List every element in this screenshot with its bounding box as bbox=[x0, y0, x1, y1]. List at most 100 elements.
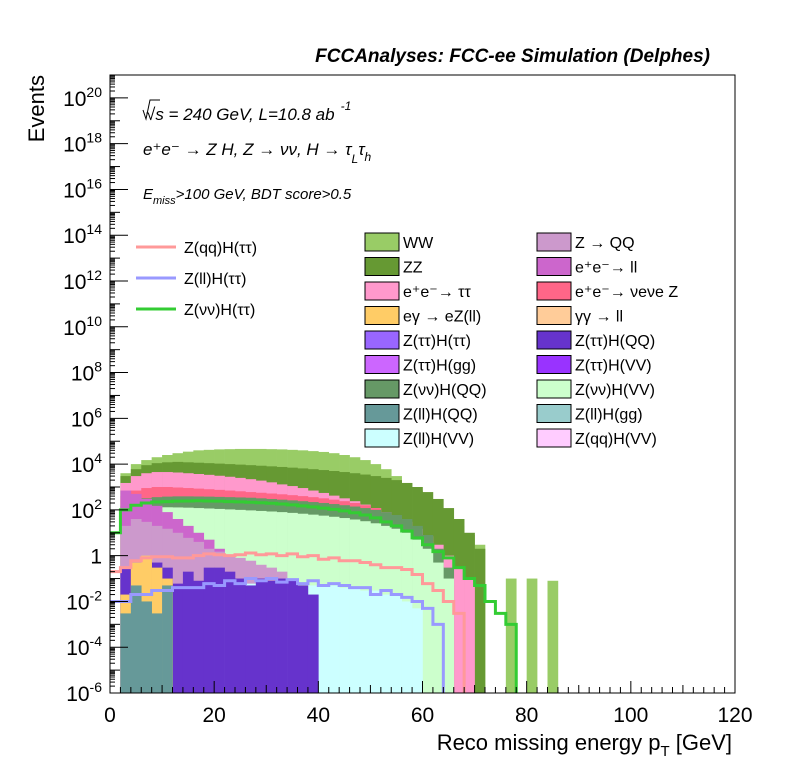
legend-swatch bbox=[364, 330, 400, 350]
energy-label: √s = 240 GeV, L=10.8 ab -1 bbox=[146, 99, 351, 124]
y-tick-label: 1020 bbox=[63, 84, 102, 111]
legend-entry-e-e-e-e-z: e⁺e⁻→ νeνe Z bbox=[536, 281, 678, 301]
legend-swatch bbox=[536, 330, 572, 350]
legend-entry-z-h-vv: Z(νν)H(VV) bbox=[536, 379, 655, 399]
signal-line-z-h bbox=[110, 499, 518, 693]
bar bbox=[130, 585, 142, 693]
legend-label: Z(νν)H(QQ) bbox=[403, 382, 487, 399]
bar bbox=[162, 585, 173, 693]
legend-label: Z(ττ)H(VV) bbox=[575, 358, 652, 375]
signal-line-layer bbox=[110, 499, 518, 693]
y-tick-label: 108 bbox=[71, 359, 102, 386]
bar bbox=[318, 585, 330, 693]
x-tick-label: 120 bbox=[717, 704, 752, 727]
y-tick-label: 1010 bbox=[63, 313, 102, 340]
bar bbox=[235, 578, 246, 693]
axis-layer: 0 20 40 60 80 100 120 10-6 10-4 10-2 1 102 104 106 108… bbox=[24, 75, 753, 760]
legend-swatch bbox=[364, 232, 400, 252]
bar bbox=[214, 567, 225, 693]
bar bbox=[182, 571, 194, 693]
x-tick-label: 100 bbox=[613, 704, 648, 727]
legend-swatch bbox=[364, 428, 400, 448]
bar bbox=[547, 580, 559, 693]
y-tick-label: 10-6 bbox=[66, 679, 102, 706]
y-tick-label: 1012 bbox=[63, 267, 102, 294]
legend-entry-z-ll-h-gg: Z(ll)H(gg) bbox=[536, 404, 643, 424]
legend-entry-z-h: Z(ττ)H(ττ) bbox=[364, 330, 471, 350]
legend: Z(qq)H(ττ) Z(ll)H(ττ) Z(νν)H(ττ) WW ZZ e⁺e⁻→ … bbox=[136, 232, 678, 448]
legend-entry-zz: ZZ bbox=[364, 257, 423, 277]
bar bbox=[120, 613, 132, 693]
bar bbox=[505, 578, 517, 693]
bar bbox=[276, 578, 288, 693]
bar bbox=[453, 567, 465, 693]
legend-label: γγ → ll bbox=[575, 309, 623, 326]
energy-annotation: √s = 240 GeV, L=10.8 ab -1 bbox=[142, 99, 351, 124]
energy-exponent: -1 bbox=[341, 99, 352, 113]
histogram-layer bbox=[120, 448, 559, 693]
legend-entry-z-qq: Z → QQ bbox=[536, 232, 635, 252]
bar bbox=[391, 594, 402, 693]
bar bbox=[328, 585, 340, 693]
bar bbox=[203, 567, 215, 693]
y-tick-label: 1016 bbox=[63, 175, 102, 202]
bar bbox=[266, 580, 277, 693]
y-tick-label: 1018 bbox=[63, 130, 102, 157]
bar bbox=[443, 578, 455, 693]
legend-label: Z(qq)H(ττ) bbox=[184, 240, 257, 257]
process-sub-2: h bbox=[365, 150, 372, 164]
legend-swatch bbox=[364, 281, 400, 301]
legend-signal-z-qq-h: Z(qq)H(ττ) bbox=[136, 240, 257, 257]
bar bbox=[412, 608, 423, 693]
x-tick-label: 60 bbox=[411, 704, 434, 727]
bar bbox=[255, 578, 267, 693]
y-tick-label: 106 bbox=[71, 404, 102, 431]
y-tick-label: 10-2 bbox=[66, 587, 102, 614]
bar bbox=[245, 585, 257, 693]
legend-entry-e-e: e⁺e⁻→ ττ bbox=[364, 281, 471, 301]
x-tick-label: 20 bbox=[202, 704, 225, 727]
legend-entry-ll: γγ → ll bbox=[536, 306, 623, 326]
legend-label: e⁺e⁻→ ττ bbox=[403, 284, 471, 301]
bar bbox=[349, 587, 361, 693]
legend-label: Z(ττ)H(gg) bbox=[403, 358, 476, 375]
cut-rest: >100 GeV, BDT score>0.5 bbox=[176, 186, 352, 203]
bar bbox=[526, 578, 538, 693]
legend-swatch bbox=[364, 257, 400, 276]
bar bbox=[297, 585, 309, 693]
legend-swatch bbox=[536, 355, 572, 374]
legend-swatch bbox=[536, 404, 572, 423]
bar bbox=[422, 548, 434, 693]
legend-label: Z(νν)H(VV) bbox=[575, 382, 655, 399]
x-tick-label: 40 bbox=[307, 704, 330, 727]
bar bbox=[339, 587, 350, 693]
bar bbox=[193, 580, 205, 693]
legend-entry-z-h-vv: Z(ττ)H(VV) bbox=[536, 355, 652, 375]
legend-entry-z-ll-h-vv: Z(ll)H(VV) bbox=[364, 428, 474, 448]
cut-e: E bbox=[143, 186, 154, 203]
y-tick-label: 10-4 bbox=[66, 633, 102, 660]
bar bbox=[380, 594, 392, 693]
legend-swatch bbox=[536, 379, 572, 399]
process-sub-1: L bbox=[352, 152, 359, 166]
bar bbox=[141, 601, 152, 693]
signal-line-z-ll-h bbox=[110, 577, 445, 693]
legend-entry-z-h-qq: Z(νν)H(QQ) bbox=[364, 379, 487, 399]
legend-entry-e-e-ll: e⁺e⁻→ ll bbox=[536, 257, 637, 277]
legend-entry-e-ez-ll: eγ → eZ(ll) bbox=[364, 306, 481, 326]
bar bbox=[172, 583, 184, 693]
legend-label: e⁺e⁻→ ll bbox=[575, 260, 637, 277]
process-text: e⁺e⁻ → Z H, Z → νν, H → τ bbox=[143, 140, 353, 159]
legend-swatch bbox=[536, 257, 572, 276]
legend-entry-z-h-gg: Z(ττ)H(gg) bbox=[364, 355, 476, 375]
y-tick-label: 102 bbox=[71, 496, 102, 523]
legend-swatch bbox=[536, 306, 572, 325]
legend-entry-ww: WW bbox=[364, 232, 434, 252]
legend-label: Z → QQ bbox=[575, 235, 635, 252]
legend-label: Z(ll)H(gg) bbox=[575, 407, 643, 424]
bar bbox=[307, 594, 319, 693]
legend-label: eγ → eZ(ll) bbox=[403, 309, 481, 326]
legend-entry-z-h-qq: Z(ττ)H(QQ) bbox=[536, 330, 655, 350]
legend-swatch bbox=[536, 232, 572, 252]
